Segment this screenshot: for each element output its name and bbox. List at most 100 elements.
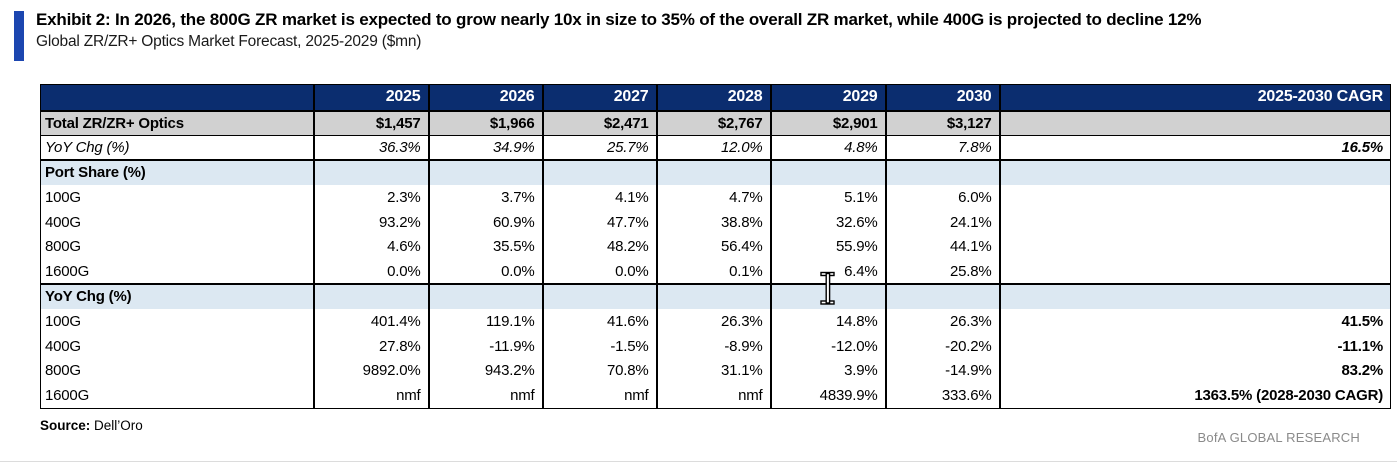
value-cell bbox=[884, 284, 1000, 309]
value-cell bbox=[312, 160, 429, 185]
table-row: Port Share (%) bbox=[40, 160, 1391, 185]
column-header: 2027 bbox=[541, 84, 657, 112]
value-cell: -8.9% bbox=[655, 333, 771, 359]
value-cell: 31.1% bbox=[655, 358, 771, 384]
value-cell: 4.7% bbox=[655, 184, 771, 210]
value-cell: nmf bbox=[655, 383, 771, 409]
value-cell: 3.7% bbox=[427, 184, 543, 210]
source-note: Source: Dell’Oro bbox=[40, 418, 143, 433]
value-cell: 7.8% bbox=[884, 135, 1000, 162]
cagr-cell: 1363.5% (2028-2030 CAGR) bbox=[998, 383, 1391, 409]
row-label: 400G bbox=[45, 337, 81, 355]
value-cell: $3,127 bbox=[884, 110, 1000, 136]
value-cell bbox=[427, 284, 543, 309]
table-row: Total ZR/ZR+ Optics $1,457 $1,966 $2,471 $2,… bbox=[40, 110, 1391, 136]
cagr-cell bbox=[998, 160, 1391, 185]
value-cell: 26.3% bbox=[655, 308, 771, 334]
value-cell: -12.0% bbox=[769, 333, 886, 359]
brand-text: BofA GLOBAL RESEARCH bbox=[1197, 430, 1360, 445]
cagr-cell bbox=[998, 234, 1391, 260]
column-header: 2026 bbox=[427, 84, 543, 112]
cagr-cell: -11.1% bbox=[998, 333, 1391, 359]
value-cell: 14.8% bbox=[769, 308, 886, 334]
cagr-cell bbox=[998, 259, 1391, 286]
value-cell: 2.3% bbox=[312, 184, 429, 210]
value-cell: $2,901 bbox=[769, 110, 886, 136]
row-label: 100G bbox=[45, 188, 81, 206]
value-cell bbox=[312, 284, 429, 309]
row-label: 400G bbox=[45, 213, 81, 231]
table-row: 1600G 0.0% 0.0% 0.0% 0.1% 6.4% 25.8% bbox=[40, 259, 1391, 286]
value-cell: 25.8% bbox=[884, 259, 1000, 286]
value-cell: 36.3% bbox=[312, 135, 429, 162]
exhibit-accent-bar bbox=[14, 11, 24, 61]
table-row: 100G 2.3% 3.7% 4.1% 4.7% 5.1% 6.0% bbox=[41, 184, 1391, 210]
table-row: 100G 401.4% 119.1% 41.6% 26.3% 14.8% 26.3% 41.5… bbox=[41, 308, 1391, 334]
value-cell: nmf bbox=[427, 383, 543, 409]
value-cell: 35.5% bbox=[427, 234, 543, 260]
value-cell: 333.6% bbox=[884, 383, 1000, 409]
row-label: Total ZR/ZR+ Optics bbox=[40, 110, 314, 136]
value-cell: 55.9% bbox=[769, 234, 886, 260]
cagr-cell bbox=[998, 209, 1391, 235]
value-cell: 56.4% bbox=[655, 234, 771, 260]
value-cell bbox=[427, 160, 543, 185]
value-cell: 943.2% bbox=[427, 358, 543, 384]
table-row: 400G 93.2% 60.9% 47.7% 38.8% 32.6% 24.1% bbox=[41, 209, 1391, 235]
table-row: 800G 4.6% 35.5% 48.2% 56.4% 55.9% 44.1% bbox=[41, 234, 1391, 260]
value-cell bbox=[541, 160, 657, 185]
row-label: 1600G bbox=[45, 386, 90, 404]
value-cell bbox=[655, 284, 771, 309]
table-header-row: 2025 2026 2027 2028 2029 2030 2025-2030 CAGR bbox=[40, 84, 1391, 112]
table-row: 800G 9892.0% 943.2% 70.8% 31.1% 3.9% -14.9% 83.… bbox=[41, 358, 1391, 384]
value-cell: 9892.0% bbox=[312, 358, 429, 384]
cagr-cell bbox=[998, 184, 1391, 210]
value-cell: -11.9% bbox=[427, 333, 543, 359]
value-cell: 25.7% bbox=[541, 135, 657, 162]
column-header: 2025-2030 CAGR bbox=[998, 84, 1391, 112]
value-cell: 41.6% bbox=[541, 308, 657, 334]
column-header: 2025 bbox=[312, 84, 429, 112]
row-label: 100G bbox=[45, 312, 81, 330]
value-cell: 0.0% bbox=[541, 259, 657, 286]
value-cell bbox=[655, 160, 771, 185]
value-cell: 5.1% bbox=[769, 184, 886, 210]
cagr-cell: 41.5% bbox=[998, 308, 1391, 334]
value-cell: nmf bbox=[541, 383, 657, 409]
value-cell: -14.9% bbox=[884, 358, 1000, 384]
column-header: 2030 bbox=[884, 84, 1000, 112]
row-label: 800G bbox=[45, 238, 81, 256]
source-label: Source: bbox=[40, 418, 91, 433]
value-cell: $1,457 bbox=[312, 110, 429, 136]
value-cell: 4.1% bbox=[541, 184, 657, 210]
value-cell: 93.2% bbox=[312, 209, 429, 235]
table-row: YoY Chg (%) 36.3% 34.9% 25.7% 12.0% 4.8% 7.8% 1… bbox=[40, 135, 1391, 162]
value-cell: 12.0% bbox=[655, 135, 771, 162]
value-cell: 34.9% bbox=[427, 135, 543, 162]
value-cell: 27.8% bbox=[312, 333, 429, 359]
value-cell: -20.2% bbox=[884, 333, 1000, 359]
cagr-cell: 16.5% bbox=[998, 135, 1391, 162]
value-cell: 0.1% bbox=[655, 259, 771, 286]
value-cell: 3.9% bbox=[769, 358, 886, 384]
value-cell: 0.0% bbox=[312, 259, 429, 286]
cagr-cell: 83.2% bbox=[998, 358, 1391, 384]
value-cell: 4839.9% bbox=[769, 383, 886, 409]
value-cell bbox=[769, 160, 886, 185]
value-cell: 44.1% bbox=[884, 234, 1000, 260]
text-cursor-icon bbox=[820, 271, 835, 305]
value-cell: 48.2% bbox=[541, 234, 657, 260]
exhibit-title: Exhibit 2: In 2026, the 800G ZR market i… bbox=[36, 10, 1202, 29]
row-label: YoY Chg (%) bbox=[40, 135, 314, 162]
row-label: YoY Chg (%) bbox=[40, 284, 314, 309]
source-value: Dell’Oro bbox=[90, 418, 143, 433]
value-cell: $1,966 bbox=[427, 110, 543, 136]
table-row: 1600G nmf nmf nmf nmf 4839.9% 333.6% 1363.5% (2… bbox=[41, 383, 1391, 409]
value-cell: 6.0% bbox=[884, 184, 1000, 210]
table-row: YoY Chg (%) bbox=[40, 284, 1391, 309]
cagr-cell bbox=[998, 110, 1391, 136]
row-label: 1600G bbox=[40, 259, 314, 286]
cagr-cell bbox=[998, 284, 1391, 309]
value-cell bbox=[541, 284, 657, 309]
